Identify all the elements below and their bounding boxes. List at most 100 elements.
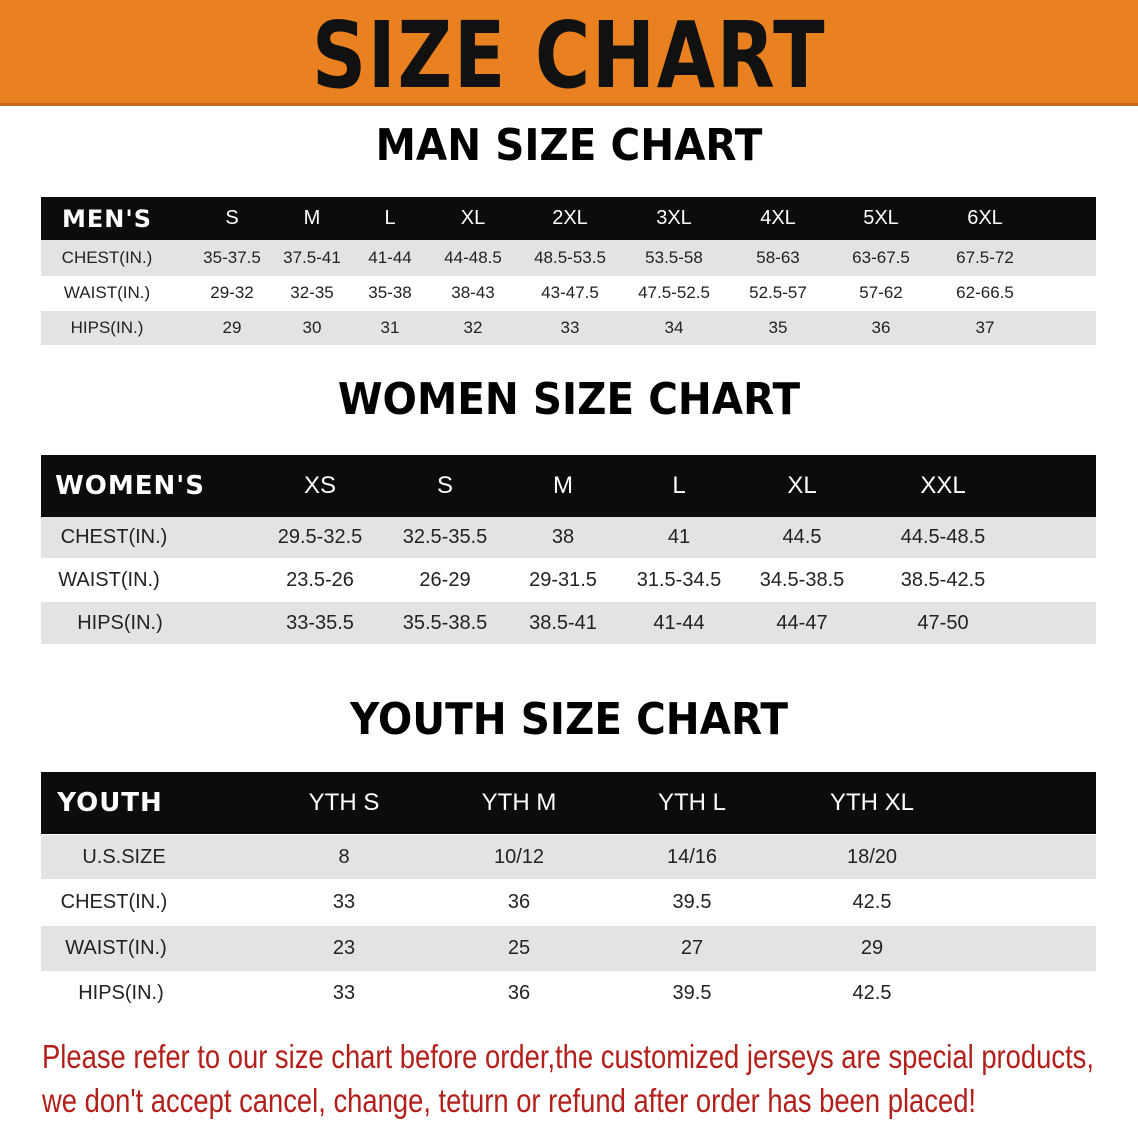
table-cell: 31.5-34.5 [636, 568, 722, 591]
table-cell: 8 [338, 845, 350, 868]
table-cell: 63-67.5 [852, 248, 910, 267]
table-cell: 44-48.5 [444, 248, 502, 267]
row-label: CHEST(IN.) [61, 248, 153, 267]
table-cell: 48.5-53.5 [534, 248, 606, 267]
row-label: HIPS(IN.) [78, 982, 164, 1004]
table-cell: 29-31.5 [529, 568, 597, 591]
size-column-header: M [303, 207, 321, 229]
table-cell: 36 [507, 982, 531, 1004]
table-cell: 29-32 [210, 283, 254, 302]
table-cell: 38 [551, 526, 575, 548]
table-cell: 58-63 [756, 248, 800, 267]
row-label: HIPS(IN.) [77, 611, 163, 634]
size-column-header: YTH S [308, 789, 380, 816]
table-cell: 37 [975, 318, 995, 337]
women-header-row: WOMEN'S XS S M L XL XXL [41, 455, 1096, 517]
table-cell: 47-50 [917, 611, 969, 634]
size-column-header: M [553, 472, 573, 499]
table-group-label: YOUTH [57, 788, 163, 818]
table-cell: 18/20 [846, 845, 898, 868]
men-header-row: MEN'S S M L XL 2XL 3XL 4XL 5XL 6XL [41, 197, 1096, 240]
table-cell: 62-66.5 [956, 283, 1014, 302]
row-label: WAIST(IN.) [63, 283, 151, 302]
table-row: HIPS(IN.) 33 36 39.5 42.5 [41, 971, 1096, 1016]
banner-title: SIZE CHART [311, 2, 827, 109]
women-section-title: WOMEN SIZE CHART [337, 374, 801, 425]
table-cell: 25 [507, 937, 531, 959]
size-column-header: YTH L [657, 789, 727, 816]
table-cell: 34 [664, 318, 684, 337]
row-label: WAIST(IN.) [58, 568, 160, 591]
row-label: CHEST(IN.) [60, 891, 168, 913]
size-column-header: XXL [920, 472, 966, 499]
table-cell: 43-47.5 [541, 283, 599, 302]
table-cell: 44-47 [776, 611, 828, 634]
table-cell: 47.5-52.5 [638, 283, 710, 302]
table-cell: 36 [507, 891, 531, 913]
table-cell: 44.5-48.5 [900, 526, 986, 548]
size-column-header: 3XL [656, 207, 692, 229]
table-cell: 32-35 [290, 283, 334, 302]
table-cell: 29 [222, 318, 242, 337]
youth-header-row: YOUTH YTH S YTH M YTH L YTH XL [41, 772, 1096, 834]
table-group-label: MEN'S [62, 204, 152, 233]
table-cell: 57-62 [859, 283, 903, 302]
table-cell: 33 [332, 891, 356, 913]
table-cell: 29 [860, 937, 884, 959]
table-row: HIPS(IN.) 29 30 31 32 33 34 35 36 37 [41, 311, 1096, 345]
table-cell: 35-37.5 [203, 248, 261, 267]
table-cell: 10/12 [493, 845, 545, 868]
notice-line-1: Please refer to our size chart before or… [42, 1038, 1094, 1075]
size-column-header: XS [303, 472, 337, 499]
size-column-header: 6XL [967, 207, 1003, 229]
table-row: WAIST(IN.) 29-32 32-35 35-38 38-43 43-47.5 47.… [41, 276, 1096, 310]
table-row: CHEST(IN.) 35-37.5 37.5-41 41-44 44-48.5 48.5… [41, 240, 1096, 276]
table-cell: 42.5 [852, 982, 892, 1004]
table-cell: 35-38 [368, 283, 412, 302]
table-cell: 33 [560, 318, 580, 337]
table-cell: 38.5-41 [529, 611, 597, 634]
table-cell: 39.5 [672, 982, 712, 1004]
table-cell: 67.5-72 [956, 248, 1014, 267]
table-cell: 36 [871, 318, 891, 337]
size-column-header: L [672, 472, 686, 499]
table-cell: 41 [667, 526, 691, 548]
table-row: CHEST(IN.) 29.5-32.5 32.5-35.5 38 41 44.5 44.5… [41, 517, 1096, 558]
table-cell: 35 [768, 318, 788, 337]
row-label: U.S.SIZE [82, 845, 166, 868]
table-row: WAIST(IN.) 23.5-26 26-29 29-31.5 31.5-34.5 34… [41, 559, 1096, 601]
size-column-header: S [436, 472, 454, 499]
size-column-header: XL [460, 207, 486, 229]
table-cell: 14/16 [666, 845, 718, 868]
table-cell: 34.5-38.5 [759, 568, 845, 591]
size-column-header: S [225, 207, 239, 229]
size-column-header: YTH XL [829, 789, 915, 816]
table-cell: 53.5-58 [645, 248, 703, 267]
table-cell: 33-35.5 [286, 611, 354, 634]
size-column-header: 4XL [760, 207, 796, 229]
table-cell: 23 [332, 937, 356, 959]
table-cell: 37.5-41 [283, 248, 341, 267]
table-cell: 41-44 [368, 248, 412, 267]
table-cell: 35.5-38.5 [402, 611, 488, 634]
table-group-label: WOMEN'S [55, 471, 205, 501]
size-column-header: 2XL [552, 207, 588, 229]
table-cell: 42.5 [852, 891, 892, 913]
table-cell: 32.5-35.5 [402, 526, 488, 548]
table-row: CHEST(IN.) 33 36 39.5 42.5 [41, 880, 1096, 925]
table-cell: 32 [463, 318, 483, 337]
row-label: WAIST(IN.) [65, 937, 167, 959]
table-cell: 29.5-32.5 [277, 526, 363, 548]
table-cell: 33 [332, 982, 356, 1004]
size-column-header: 5XL [863, 207, 899, 229]
table-cell: 27 [680, 937, 704, 959]
notice-line-2: we don't accept cancel, change, teturn o… [42, 1082, 977, 1119]
youth-section-title: YOUTH SIZE CHART [350, 694, 788, 745]
size-column-header: YTH M [481, 789, 557, 816]
table-cell: 23.5-26 [286, 568, 354, 591]
size-column-header: XL [787, 472, 817, 499]
size-column-header: L [384, 207, 396, 229]
table-cell: 39.5 [672, 891, 712, 913]
table-cell: 31 [380, 318, 400, 337]
table-cell: 44.5 [782, 526, 822, 548]
